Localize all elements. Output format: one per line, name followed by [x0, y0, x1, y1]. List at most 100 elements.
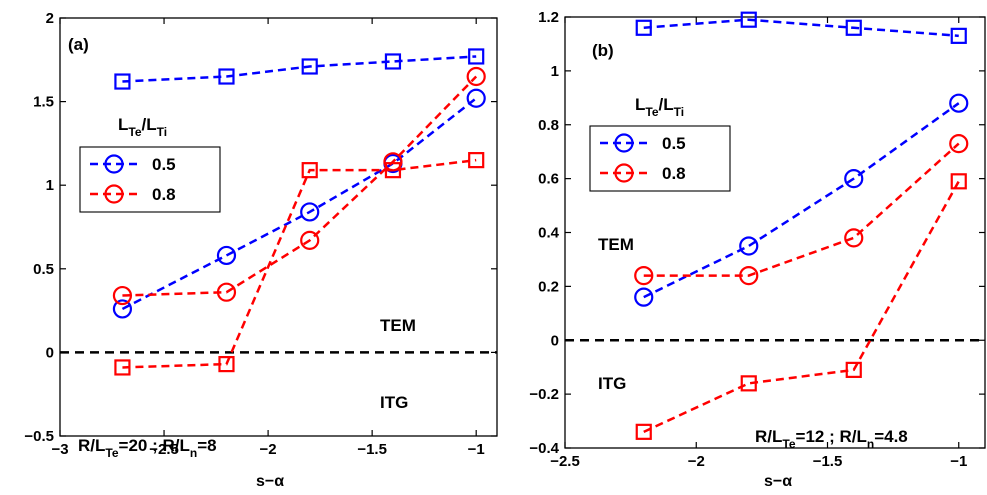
y-tick-label: 2 [46, 10, 54, 27]
data-point-square [845, 19, 862, 36]
data-point-square [384, 53, 402, 70]
y-tick-label: 0 [46, 344, 54, 361]
x-tick-label: −2.5 [550, 453, 580, 470]
y-tick-label: 1.5 [33, 94, 54, 111]
data-point-square [468, 48, 485, 65]
series-circle-1 [112, 66, 486, 306]
data-point-circle [634, 287, 654, 307]
x-tick-label: −1.5 [357, 441, 387, 458]
x-tick-label: −1.5 [813, 453, 843, 470]
data-point-square [218, 356, 235, 373]
series-line [643, 180, 960, 433]
y-tick-label: −0.5 [24, 428, 54, 445]
legend-label: 0.8 [152, 185, 176, 204]
data-point-circle [383, 152, 403, 172]
annotation-tem: TEM [380, 316, 416, 335]
x-tick-label: −2.5 [149, 441, 179, 458]
annotation-itg: ITG [598, 374, 626, 393]
plot-area [564, 16, 986, 449]
y-tick-label: −0.2 [529, 386, 559, 403]
legend-title: LTe/LTi [118, 115, 167, 139]
x-tick-label: −2 [260, 441, 277, 458]
data-point-square [301, 162, 318, 179]
annotation-itg: ITG [380, 393, 408, 412]
x-tick-label: −2 [688, 453, 705, 470]
data-point-square [114, 73, 131, 90]
data-point-square [468, 152, 485, 169]
legend-box [79, 146, 221, 213]
y-tick-label: 0.6 [538, 171, 559, 188]
y-tick-label: 1 [551, 63, 559, 80]
y-tick-label: 0.4 [538, 225, 560, 242]
legend-marker [104, 184, 124, 204]
series-square-3 [114, 152, 485, 376]
legend-label: 0.8 [662, 164, 686, 183]
data-point-circle [466, 88, 486, 108]
data-point-circle [216, 245, 237, 266]
legend-title: LTe/LTi [635, 95, 684, 119]
data-point-square [635, 423, 652, 440]
series-square-2 [635, 11, 967, 44]
x-axis-label: s−α [764, 473, 792, 490]
data-point-circle [300, 230, 320, 250]
legend-label: 0.5 [152, 155, 176, 174]
y-tick-label: −0.4 [529, 440, 559, 457]
series-line [643, 18, 959, 38]
series-line [643, 142, 960, 277]
x-axis-label: s−α [256, 473, 284, 490]
series-line [121, 97, 477, 311]
legend-marker [104, 154, 124, 174]
data-point-square [740, 11, 757, 28]
y-tick-label: 1 [46, 177, 54, 194]
y-tick-label: 0.8 [538, 117, 559, 134]
chart-panel-a: −3 −2.5 −2 −1.5 −1 −0.5 0 0.5 1 1.5 2 s−α (a) TEM ITG R… [24, 10, 498, 490]
legend-marker [614, 133, 634, 153]
legend-marker [614, 163, 634, 183]
y-tick-label: 0.5 [33, 261, 54, 278]
data-point-square [635, 19, 652, 36]
data-point-circle [112, 285, 133, 306]
data-point-square [950, 27, 967, 44]
parameter-annotation: R/LTe=20 ; R/Ln=8 [78, 436, 217, 460]
legend: 0.5 0.8 [589, 125, 731, 192]
data-point-square [740, 375, 757, 392]
data-point-circle [739, 236, 759, 256]
series-line [122, 55, 477, 83]
data-point-circle [112, 299, 133, 319]
series-line [122, 158, 477, 369]
data-point-square [384, 162, 402, 179]
legend-label: 0.5 [662, 134, 686, 153]
chart-panel-b: −2.5 −2 −1.5 −1 −0.4 −0.2 0 0.2 0.4 0.6 0.8 1 1.2 s−α… [529, 9, 986, 490]
annotation-tem: TEM [598, 235, 634, 254]
data-point-circle [634, 266, 654, 286]
panel-label: (b) [592, 41, 614, 60]
series-line [122, 75, 478, 297]
data-point-circle [844, 169, 864, 189]
legend: 0.5 0.8 [79, 146, 221, 213]
x-tick-label: −1 [950, 453, 967, 470]
data-point-circle [216, 282, 237, 302]
y-tick-label: 0.2 [538, 278, 559, 295]
data-point-circle [466, 66, 486, 87]
panel-label: (a) [68, 35, 89, 54]
series-square-3 [635, 173, 967, 440]
data-point-square [114, 359, 131, 376]
x-tick-label: −3 [51, 441, 68, 458]
data-point-circle [844, 228, 864, 248]
y-tick-label: 1.2 [538, 9, 559, 26]
data-point-circle [949, 134, 969, 154]
series-circle-0 [634, 93, 969, 307]
data-point-circle [949, 93, 969, 113]
legend-box [589, 125, 731, 192]
series-line [643, 102, 960, 299]
series-circle-1 [634, 134, 969, 286]
data-point-circle [300, 202, 320, 222]
data-point-square [218, 68, 235, 85]
parameter-annotation: R/LTe=12 ; R/Ln=4.8 [755, 427, 908, 451]
data-point-circle [739, 266, 759, 286]
series-square-2 [114, 48, 485, 90]
y-tick-label: 0 [551, 332, 559, 349]
x-tick-label: −1 [468, 441, 485, 458]
data-point-square [950, 173, 967, 190]
